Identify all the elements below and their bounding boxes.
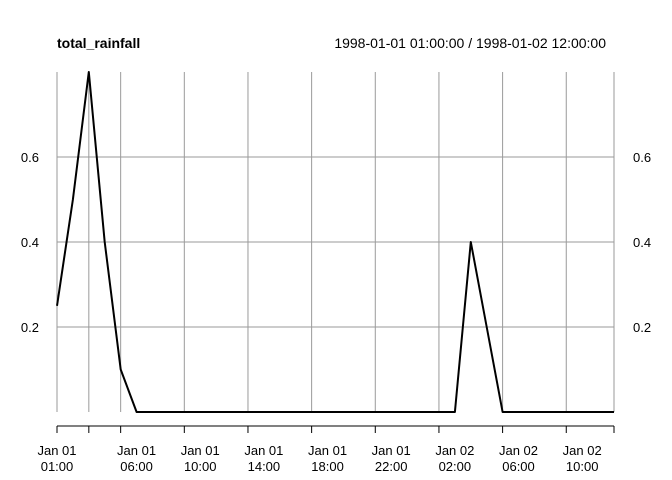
x-tick-label: Jan 02 06:00 (499, 443, 538, 474)
date-range-label: 1998-01-01 01:00:00 / 1998-01-02 12:00:0… (334, 35, 606, 51)
x-tick-label: Jan 01 01:00 (37, 443, 76, 474)
x-tick-label: Jan 01 22:00 (372, 443, 411, 474)
x-tick-label: Jan 02 02:00 (435, 443, 474, 474)
chart-title: total_rainfall (57, 35, 140, 51)
x-tick-label: Jan 02 10:00 (563, 443, 602, 474)
grid-lines (56, 72, 615, 412)
y-tick-label-left: 0.4 (21, 235, 39, 250)
x-axis: Jan 01 01:00 Jan 01 06:00 Jan 01 10:00 Jan 01 1… (37, 425, 615, 474)
x-tick-label: Jan 01 14:00 (244, 443, 283, 474)
x-tick-label: Jan 01 18:00 (308, 443, 347, 474)
y-axis-left: 0.2 0.4 0.6 (21, 150, 39, 335)
y-tick-label-left: 0.6 (21, 150, 39, 165)
y-axis-right: 0.2 0.4 0.6 (633, 150, 651, 335)
y-tick-label-right: 0.2 (633, 320, 651, 335)
series-group (56, 71, 614, 413)
x-tick-label: Jan 01 06:00 (117, 443, 156, 474)
y-tick-label-right: 0.4 (633, 235, 651, 250)
y-tick-label-right: 0.6 (633, 150, 651, 165)
y-tick-label-left: 0.2 (21, 320, 39, 335)
series-line (56, 71, 614, 413)
x-tick-label: Jan 01 10:00 (181, 443, 220, 474)
